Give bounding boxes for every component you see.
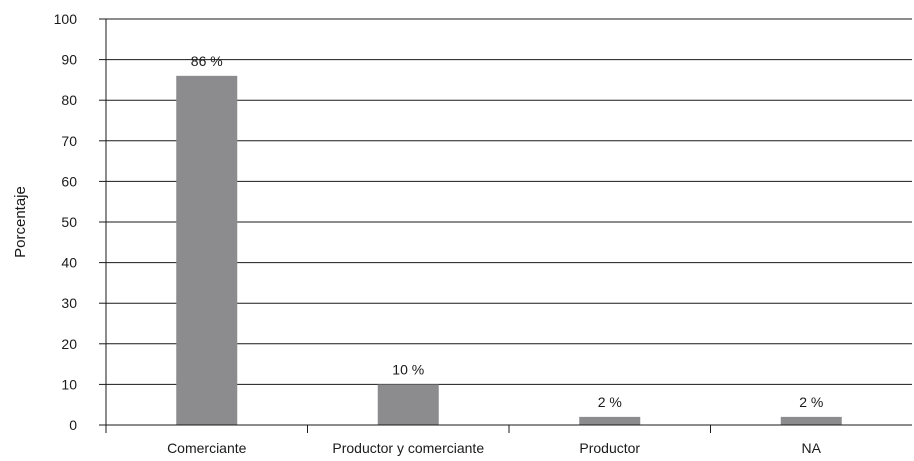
y-tick-label-30: 30 [61,295,77,311]
labels: 0 10 20 30 40 50 60 70 80 90 100 86 % Comerciante 10 … [54,11,824,456]
y-tick-label-0: 0 [69,417,77,433]
x-tick-label-3: NA [802,440,822,456]
y-tick-label-60: 60 [61,173,77,189]
x-tick-label-0: Comerciante [167,440,247,456]
y-tick-label-80: 80 [61,92,77,108]
data-label-3: 2 % [799,394,823,410]
y-tick-label-10: 10 [61,376,77,392]
data-label-0: 86 % [191,53,223,69]
bar-1 [377,384,439,425]
y-tick-label-50: 50 [61,214,77,230]
y-axis-title: Porcentaje [12,186,29,258]
y-tick-label-90: 90 [61,52,77,68]
y-tick-label-100: 100 [54,11,78,27]
bar-2 [579,416,641,425]
data-label-1: 10 % [392,361,424,377]
y-tick-label-40: 40 [61,255,77,271]
x-tick-label-2: Productor [579,440,640,456]
axes [99,18,912,433]
data-label-2: 2 % [598,394,622,410]
y-tick-label-70: 70 [61,133,77,149]
x-tick-label-1: Productor y comerciante [332,440,484,456]
bars [176,75,842,425]
bar-0 [176,75,238,425]
bar-3 [780,416,842,425]
gridlines [106,18,912,385]
y-tick-label-20: 20 [61,336,77,352]
